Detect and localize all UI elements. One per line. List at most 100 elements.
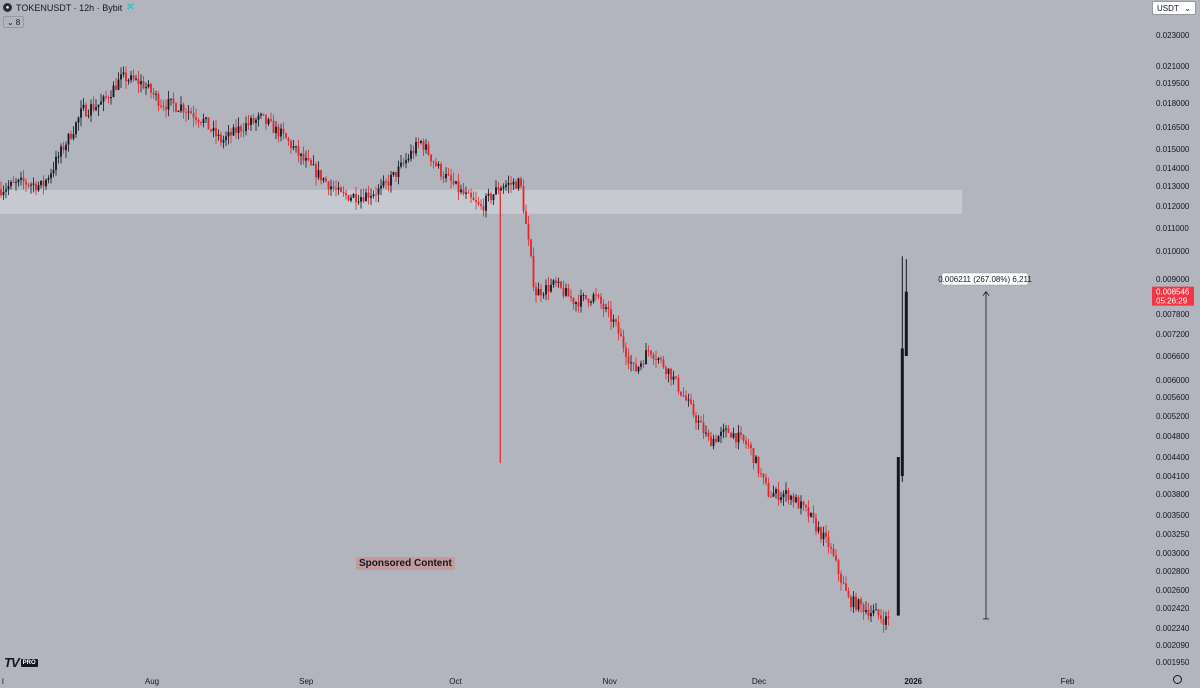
candle bbox=[362, 197, 365, 202]
candle bbox=[225, 136, 227, 141]
candle bbox=[702, 422, 705, 434]
candle bbox=[487, 193, 490, 196]
candle bbox=[500, 188, 502, 191]
candle bbox=[555, 280, 557, 283]
candle bbox=[757, 456, 760, 474]
candle bbox=[200, 121, 202, 123]
candle bbox=[172, 98, 175, 104]
candle bbox=[645, 350, 647, 365]
x-tick-label: Oct bbox=[449, 677, 462, 686]
candle bbox=[340, 187, 342, 192]
candle bbox=[32, 183, 35, 185]
candle bbox=[717, 436, 720, 442]
candle bbox=[327, 181, 330, 190]
candle bbox=[557, 281, 560, 283]
candle bbox=[850, 596, 852, 608]
candle bbox=[450, 175, 452, 181]
candle bbox=[387, 181, 390, 186]
candle bbox=[520, 178, 522, 187]
candle bbox=[300, 153, 302, 156]
candle bbox=[347, 195, 350, 201]
candle bbox=[835, 555, 837, 561]
candle bbox=[852, 596, 855, 608]
candle bbox=[772, 493, 775, 497]
candle bbox=[312, 164, 315, 166]
candle bbox=[177, 111, 180, 113]
candle bbox=[277, 126, 280, 137]
candle bbox=[317, 170, 320, 178]
candle bbox=[670, 368, 672, 380]
candle bbox=[290, 140, 292, 149]
candle bbox=[470, 192, 472, 198]
candle bbox=[125, 72, 127, 82]
candle bbox=[155, 93, 157, 95]
candle bbox=[250, 117, 252, 125]
y-tick-label: 0.004800 bbox=[1156, 432, 1190, 441]
candle bbox=[845, 583, 847, 591]
candle bbox=[607, 307, 610, 310]
candle bbox=[430, 154, 432, 162]
candle bbox=[755, 456, 757, 464]
candle bbox=[360, 197, 362, 202]
settings-icon[interactable] bbox=[1173, 675, 1182, 684]
candle bbox=[212, 127, 215, 132]
candle bbox=[437, 163, 440, 166]
candle bbox=[522, 186, 525, 212]
candle bbox=[537, 289, 540, 296]
candle bbox=[805, 505, 807, 508]
y-tick-label: 0.011000 bbox=[1156, 224, 1189, 233]
y-tick-label: 0.002090 bbox=[1156, 641, 1190, 650]
y-tick-label: 0.021000 bbox=[1156, 62, 1190, 71]
candle bbox=[480, 204, 482, 206]
candle bbox=[162, 106, 165, 108]
candle bbox=[767, 482, 770, 497]
candle bbox=[657, 358, 660, 361]
candle bbox=[152, 92, 155, 95]
candle bbox=[592, 294, 595, 302]
tradingview-logo[interactable]: TV PRO bbox=[4, 655, 38, 670]
candle bbox=[812, 512, 815, 518]
currency-value: USDT bbox=[1157, 3, 1179, 13]
currency-select[interactable]: USDT ⌄ bbox=[1152, 1, 1196, 15]
indicators-toggle[interactable]: ⌄ 8 bbox=[3, 16, 25, 28]
candle bbox=[462, 189, 465, 194]
y-tick-label: 0.019500 bbox=[1156, 79, 1190, 88]
candle bbox=[485, 195, 487, 211]
candle bbox=[857, 599, 860, 610]
candle bbox=[840, 573, 842, 583]
candle bbox=[355, 194, 357, 203]
candle bbox=[860, 599, 862, 605]
candle bbox=[795, 497, 797, 503]
candle bbox=[635, 363, 637, 372]
y-tick-label: 0.014000 bbox=[1156, 164, 1190, 173]
symbol-title[interactable]: TOKENUSDT · 12h · Bybit bbox=[16, 2, 123, 13]
candle bbox=[475, 200, 477, 202]
candle bbox=[530, 239, 532, 257]
candle bbox=[272, 120, 275, 134]
candle bbox=[820, 527, 822, 540]
candle bbox=[127, 80, 130, 82]
candle bbox=[577, 302, 580, 307]
candle bbox=[482, 205, 485, 211]
candle bbox=[540, 289, 542, 296]
x-tick-label: Sep bbox=[299, 677, 314, 686]
candle bbox=[265, 114, 267, 125]
candle bbox=[242, 130, 245, 132]
candle bbox=[497, 187, 500, 191]
candle bbox=[90, 104, 92, 116]
x-tick-label: l bbox=[2, 677, 4, 686]
y-tick-label: 0.018000 bbox=[1156, 99, 1190, 108]
candle bbox=[870, 613, 872, 617]
candle bbox=[455, 181, 457, 184]
y-tick-label: 0.004100 bbox=[1156, 472, 1190, 481]
candle bbox=[585, 295, 587, 299]
candle bbox=[627, 356, 630, 364]
candle bbox=[782, 493, 785, 498]
candle bbox=[417, 141, 420, 143]
candle bbox=[612, 319, 615, 322]
candle bbox=[730, 432, 732, 438]
candle bbox=[67, 133, 70, 145]
candle bbox=[120, 74, 122, 80]
candle bbox=[115, 85, 117, 90]
